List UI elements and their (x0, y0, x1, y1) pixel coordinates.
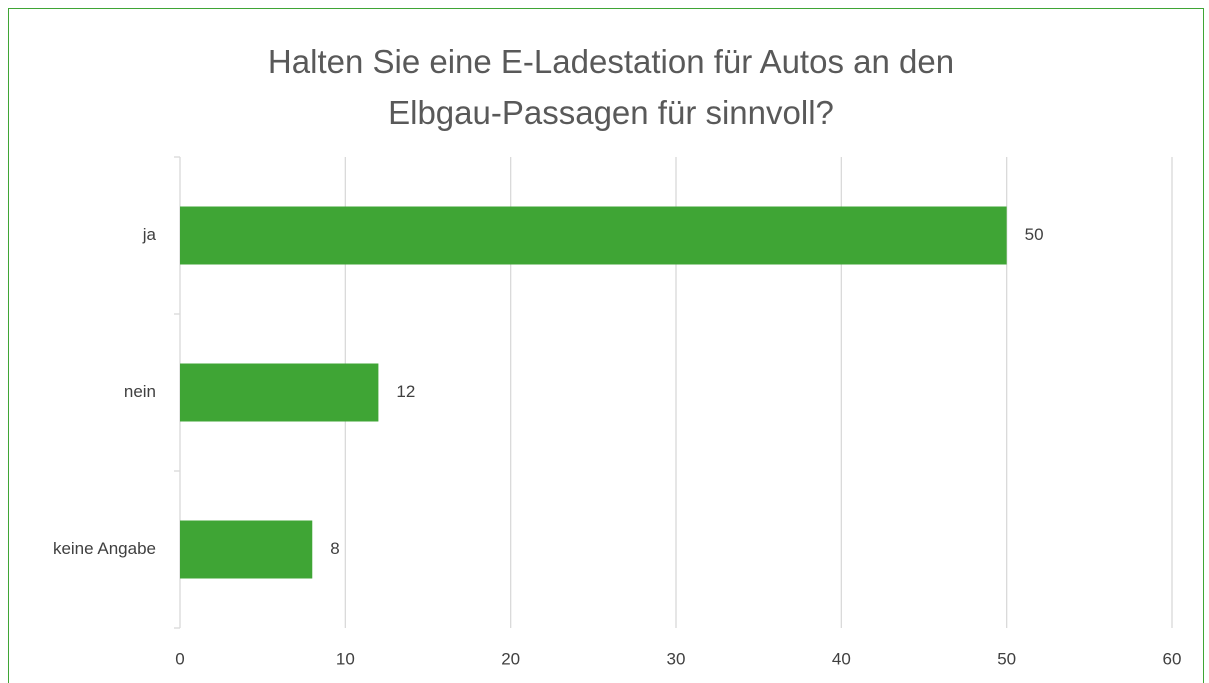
data-label: 50 (1025, 225, 1044, 244)
x-tick-label: 60 (1163, 649, 1182, 668)
bar (180, 206, 1007, 265)
bar (180, 363, 379, 422)
x-tick-label: 50 (997, 649, 1016, 668)
data-label: 12 (396, 382, 415, 401)
y-tick-label: ja (142, 225, 157, 244)
data-label: 8 (330, 539, 339, 558)
y-tick-label: nein (124, 382, 156, 401)
x-tick-label: 0 (175, 649, 184, 668)
x-tick-label: 10 (336, 649, 355, 668)
x-tick-label: 30 (667, 649, 686, 668)
y-tick-label: keine Angabe (53, 539, 156, 558)
chart-title: Halten Sie eine E-Ladestation für Autos … (267, 43, 955, 131)
chart-border (8, 8, 1204, 683)
x-tick-label: 20 (501, 649, 520, 668)
x-tick-label: 40 (832, 649, 851, 668)
bar (180, 520, 313, 579)
